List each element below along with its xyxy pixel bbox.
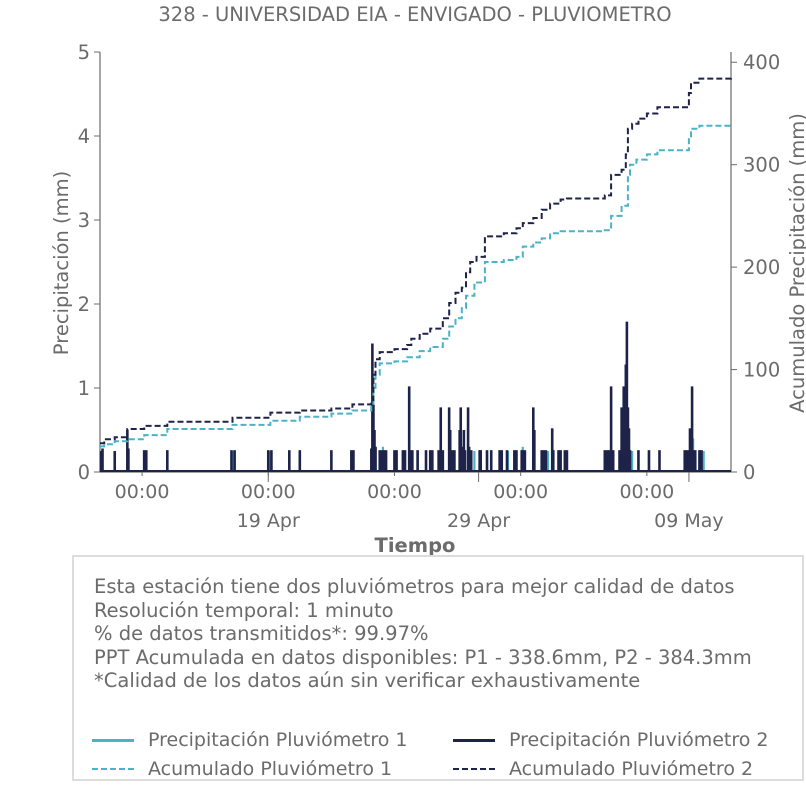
info-line-accumulated: PPT Acumulada en datos disponibles: P1 -… (94, 645, 752, 669)
rain-chart: 328 - UNIVERSIDAD EIA - ENVIGADO - PLUVI… (50, 3, 806, 555)
x-major-tick-label: 29 Apr (447, 510, 510, 532)
legend-label: Precipitación Pluviómetro 1 (148, 729, 408, 751)
legend-item-precip-p2: Precipitación Pluviómetro 2 (453, 729, 769, 751)
y-left-tick-label: 0 (78, 461, 90, 484)
legend-swatch-dashed (92, 768, 134, 770)
legend-item-precip-p1: Precipitación Pluviómetro 1 (92, 729, 408, 751)
y-axis-right-label: Acumulado Precipitación (mm) (786, 113, 806, 413)
accum-line-p2 (100, 77, 732, 445)
station-info: Esta estación tiene dos pluviómetros par… (94, 575, 752, 693)
legend-swatch-dashed (453, 768, 495, 770)
info-line-quality-note: *Calidad de los datos aún sin verificar … (94, 669, 641, 692)
y-left-tick-label: 2 (78, 293, 90, 316)
chart-title: 328 - UNIVERSIDAD EIA - ENVIGADO - PLUVI… (158, 3, 671, 26)
legend-item-accum-p2: Acumulado Pluviómetro 2 (453, 758, 753, 780)
y-right-tick-label: 0 (743, 461, 755, 484)
x-axis-label: Tiempo (375, 534, 456, 555)
y-left-tick-label: 4 (78, 125, 90, 148)
info-line-dual-gauges: Esta estación tiene dos pluviómetros par… (94, 575, 735, 598)
legend-swatch-solid (92, 738, 134, 742)
legend-label: Precipitación Pluviómetro 2 (509, 729, 769, 751)
x-major-tick-label: 19 Apr (237, 510, 300, 532)
x-minor-tick-label: 00:00 (619, 481, 674, 503)
y-left-tick-label: 5 (78, 41, 90, 64)
info-line-transmitted: % de datos transmitidos*: 99.97% (94, 622, 429, 645)
x-minor-tick-label: 00:00 (493, 481, 548, 503)
y-right-tick-label: 100 (743, 359, 780, 382)
legend-swatch-solid (453, 738, 495, 742)
y-left-tick-label: 1 (78, 377, 90, 400)
y-axis-left-label: Precipitación (mm) (50, 171, 73, 355)
legend-item-accum-p1: Acumulado Pluviómetro 1 (92, 758, 392, 780)
legend-label: Acumulado Pluviómetro 1 (148, 758, 393, 780)
accum-line-p1 (100, 124, 732, 448)
info-legend-box: Esta estación tiene dos pluviómetros par… (72, 555, 804, 781)
info-line-resolution: Resolución temporal: 1 minuto (94, 598, 394, 622)
x-major-tick-label: 09 May (654, 510, 724, 532)
y-left-tick-label: 3 (78, 209, 90, 232)
y-right-tick-label: 200 (743, 256, 780, 279)
x-minor-tick-label: 00:00 (241, 481, 296, 503)
y-right-tick-label: 300 (743, 154, 780, 177)
y-right-tick-label: 400 (743, 51, 780, 74)
legend-label: Acumulado Pluviómetro 2 (509, 758, 754, 780)
x-minor-tick-label: 00:00 (367, 481, 422, 503)
x-minor-tick-label: 00:00 (115, 481, 170, 503)
